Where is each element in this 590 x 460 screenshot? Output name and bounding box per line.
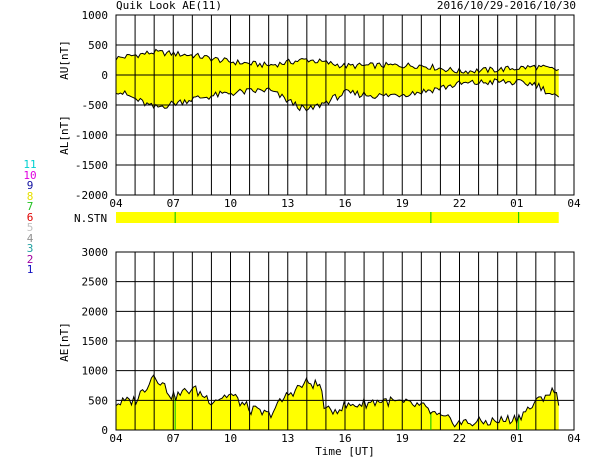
au-al-xtick-label: 13	[281, 197, 294, 210]
ae-ytick-label: 0	[101, 424, 108, 437]
au-al-xtick-label: 01	[510, 197, 523, 210]
station-legend-item: 1	[26, 263, 34, 276]
au-al-ytick-label: -2000	[75, 189, 108, 202]
au-al-ytick-label: -1000	[75, 129, 108, 142]
ae-ytick-label: 1500	[82, 335, 109, 348]
al-axis-label: AL[nT]	[58, 115, 71, 155]
au-al-xtick-label: 10	[224, 197, 237, 210]
au-al-ytick-label: 0	[101, 69, 108, 82]
ae-ytick-label: 2500	[82, 276, 109, 289]
au-al-xtick-label: 19	[396, 197, 409, 210]
au-al-ytick-label: -1500	[75, 159, 108, 172]
ae-ytick-label: 500	[88, 394, 108, 407]
nstn-label: N.STN	[74, 212, 107, 225]
au-al-band	[116, 49, 559, 111]
ae-xtick-label: 10	[224, 432, 237, 445]
station-legend-item: 6	[26, 210, 34, 224]
ae-ytick-label: 1000	[82, 365, 109, 378]
station-legend-item: 10	[23, 168, 37, 182]
au-al-xtick-label: 16	[338, 197, 351, 210]
station-legend-item: 2	[26, 252, 34, 266]
au-axis-label: AU[nT]	[58, 40, 71, 80]
station-legend-item: 8	[26, 189, 34, 203]
al-trace	[115, 78, 560, 112]
ae-trace	[115, 374, 560, 428]
ae-xtick-label: 13	[281, 432, 294, 445]
ae-frame	[115, 251, 575, 431]
station-legend-item: 5	[26, 221, 34, 234]
ae-xtick-label: 04	[109, 432, 123, 445]
station-legend-item: 9	[26, 179, 34, 192]
au-al-xtick-label: 07	[167, 197, 180, 210]
ae-xtick-label: 07	[167, 432, 180, 445]
station-legend-item: 4	[26, 231, 34, 245]
ae-area	[116, 375, 559, 430]
ae-xtick-label: 04	[567, 432, 581, 445]
au-al-ytick-label: 1000	[82, 9, 109, 22]
ae-xtick-label: 01	[510, 432, 523, 445]
ae-ytick-label: 3000	[82, 246, 109, 259]
nstn-bar	[116, 212, 559, 223]
station-legend-item: 11	[23, 158, 37, 171]
au-al-xtick-label: 04	[567, 197, 581, 210]
x-axis-title: Time [UT]	[315, 445, 375, 458]
ae-ytick-label: 2000	[82, 305, 109, 318]
ae-xtick-label: 19	[396, 432, 409, 445]
station-legend-item: 7	[26, 200, 34, 213]
station-legend: 11 10 9 8 7 6 5 4 3 2 1	[18, 158, 42, 276]
au-al-frame	[115, 14, 575, 196]
au-al-xtick-label: 04	[109, 197, 123, 210]
au-al-ytick-label: -500	[82, 99, 109, 112]
station-legend-item: 3	[26, 242, 34, 255]
au-al-ytick-label: 500	[88, 39, 108, 52]
au-al-xtick-label: 22	[453, 197, 466, 210]
chart-title: Quik Look AE(11)	[116, 0, 222, 12]
date-range: 2016/10/29-2016/10/30	[436, 0, 576, 12]
ae-xtick-label: 22	[453, 432, 466, 445]
ae-axis-label: AE[nT]	[58, 322, 71, 362]
au-trace	[115, 48, 559, 75]
ae-xtick-label: 16	[338, 432, 351, 445]
